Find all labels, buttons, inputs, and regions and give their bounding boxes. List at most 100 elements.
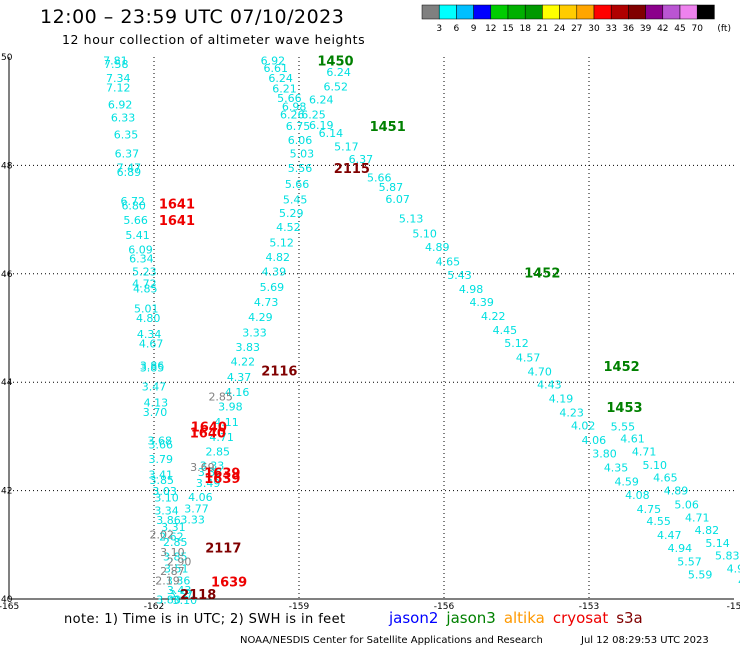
- wave-height-value: 6.52: [323, 80, 348, 93]
- wave-height-value: 5.03: [290, 147, 315, 160]
- wave-height-value: 7.47: [117, 162, 142, 175]
- wave-height-value: 4.19: [549, 392, 574, 405]
- wave-height-value: 4.89: [664, 485, 689, 498]
- wave-height-value: 2.62: [159, 531, 184, 544]
- wave-height-value: 4.55: [646, 515, 671, 528]
- wave-height-value: 6.09: [128, 243, 153, 256]
- wave-height-value: 3.03: [152, 485, 177, 498]
- wave-height-value: 5.12: [504, 337, 529, 350]
- wave-height-value: 5.66: [277, 92, 302, 105]
- wave-height-value: 6.98: [282, 100, 307, 113]
- wave-height-value: 7.58: [104, 58, 129, 71]
- wave-height-value: 2.85: [163, 536, 188, 549]
- legend-item-jason3: jason3: [446, 609, 496, 627]
- wave-height-value: 3.68: [148, 435, 173, 448]
- wave-height-value: 6.24: [309, 93, 334, 106]
- wave-height-value: 6.26: [280, 108, 305, 121]
- wave-height-value: 4.48: [738, 575, 740, 588]
- pass-time-label: 1640: [190, 427, 226, 442]
- wave-height-value: 6.75: [286, 120, 311, 133]
- wave-height-value: 3.47: [142, 381, 167, 394]
- wave-height-value: 4.61: [620, 433, 645, 446]
- wave-height-value: 3.49: [196, 477, 221, 490]
- satellite-legend: jason2 jason3 altika cryosat s3a: [389, 609, 651, 627]
- wave-height-value: 4.80: [136, 312, 161, 325]
- wave-height-value: 6.07: [385, 193, 410, 206]
- wave-height-value: 5.13: [399, 213, 424, 226]
- wave-height-value: 5.17: [334, 140, 359, 153]
- wave-height-value: 5.10: [642, 459, 667, 472]
- pass-time-label: 1639: [211, 576, 247, 591]
- wave-height-value: 4.22: [481, 310, 506, 323]
- wave-height-value: 3.85: [149, 474, 174, 487]
- wave-height-value: 5.59: [688, 569, 713, 582]
- x-tick-label: -153: [579, 602, 599, 612]
- wave-height-value: 2.19: [155, 575, 180, 588]
- x-tick-label: -15: [727, 602, 740, 612]
- wave-height-value: 4.89: [425, 241, 450, 254]
- wave-height-value: 3.69: [190, 461, 215, 474]
- page-title: 12:00 – 23:59 UTC 07/10/2023: [40, 6, 345, 28]
- x-tick-label: -156: [434, 602, 455, 612]
- wave-height-value: 4.67: [139, 338, 164, 351]
- y-tick-label: 42: [1, 487, 12, 497]
- wave-height-value: 5.01: [134, 302, 159, 315]
- pass-time-label: 2115: [334, 162, 370, 177]
- wave-height-value: 3.36: [166, 575, 191, 588]
- pass-time-label: 2117: [205, 542, 241, 557]
- legend-item-s3a: s3a: [616, 609, 643, 627]
- wave-height-value: 7.34: [106, 72, 131, 85]
- wave-height-value: 6.21: [272, 82, 297, 95]
- footer-credit: NOAA/NESDIS Center for Satellite Applica…: [240, 635, 543, 646]
- wave-height-value: 5.87: [379, 181, 404, 194]
- footer-note: note: 1) Time is in UTC; 2) SWH is in fe…: [64, 612, 346, 627]
- wave-height-value: 5.57: [677, 556, 702, 569]
- wave-height-value: 5.41: [125, 229, 150, 242]
- pass-time-label: 1451: [370, 120, 406, 135]
- wave-height-value: 4.71: [209, 431, 234, 444]
- wave-height-value: 2.87: [160, 565, 185, 578]
- wave-height-value: 3.31: [161, 521, 186, 534]
- wave-height-value: 4.59: [614, 475, 639, 488]
- page-subtitle: 12 hour collection of altimeter wave hei…: [62, 32, 366, 47]
- wave-height-value: 3.10: [160, 546, 185, 559]
- legend-item-cryosat: cryosat: [552, 609, 609, 627]
- wave-height-value: 4.39: [469, 296, 494, 309]
- wave-height-value: 2.85: [208, 390, 233, 403]
- wave-height-value: 5.66: [367, 171, 392, 184]
- wave-height-value: 6.92: [108, 99, 133, 112]
- wave-height-value: 4.82: [695, 524, 720, 537]
- wave-height-value: 4.11: [214, 416, 239, 429]
- wave-height-value: 5.55: [611, 421, 636, 434]
- wave-height-value: 3.80: [592, 448, 617, 461]
- y-tick-label: 40: [1, 595, 13, 605]
- wave-height-value: 3.85: [140, 362, 165, 375]
- wave-height-value: 6.92: [261, 54, 286, 67]
- wave-height-value: 3.51: [164, 563, 189, 576]
- wave-height-value: 4.22: [231, 356, 256, 369]
- wave-height-value: 4.52: [276, 221, 301, 234]
- wave-height-value: 3.43: [167, 584, 192, 597]
- wave-height-value: 3.88: [156, 594, 181, 607]
- pass-time-label: 1639: [204, 472, 240, 487]
- wave-height-value: 4.45: [493, 324, 518, 337]
- pass-time-label: 1641: [159, 214, 195, 229]
- wave-height-value: 4.23: [559, 407, 584, 420]
- wave-height-value: 3.77: [184, 502, 209, 515]
- wave-height-value: 4.29: [248, 311, 273, 324]
- pass-time-label: 1453: [606, 401, 642, 416]
- wave-height-value: 4.06: [188, 491, 213, 504]
- pass-time-label: 1639: [204, 467, 240, 482]
- wave-height-value: 4.71: [685, 512, 710, 525]
- wave-height-value: 4.82: [265, 251, 290, 264]
- x-tick-label: -162: [144, 602, 164, 612]
- wave-height-value: 6.24: [326, 66, 351, 79]
- wave-height-value: 6.80: [121, 200, 146, 213]
- wave-height-value: 3.34: [154, 505, 179, 518]
- pass-time-label: 1640: [191, 421, 227, 436]
- wave-height-value: 3.86: [156, 514, 181, 527]
- wave-height-value: 4.75: [637, 503, 662, 516]
- x-tick-label: -165: [0, 602, 19, 612]
- wave-height-value: 4.98: [459, 283, 484, 296]
